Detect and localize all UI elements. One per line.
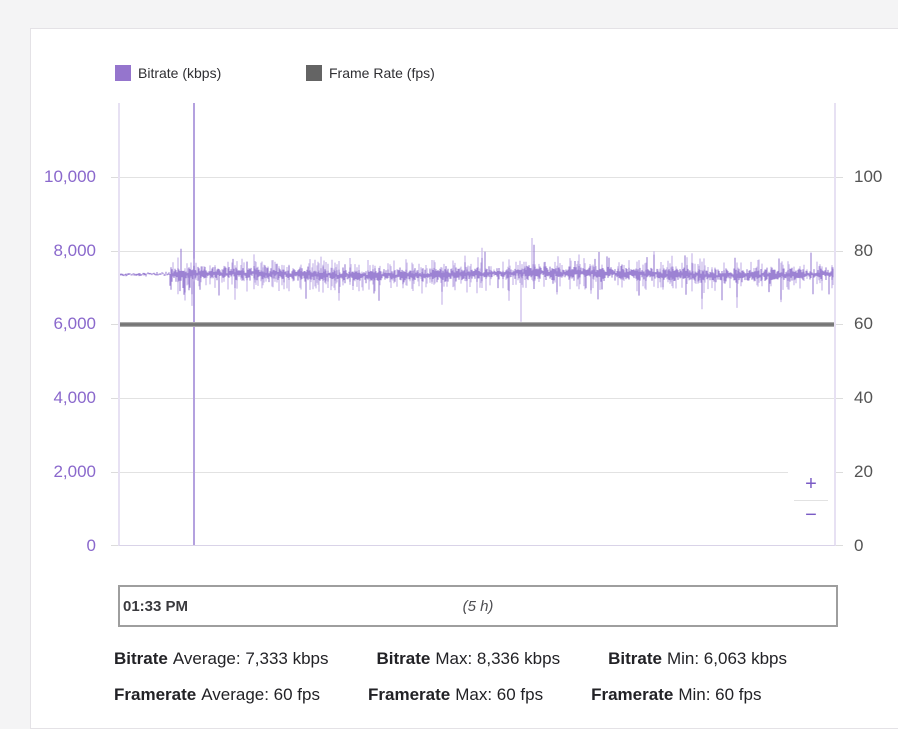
tick-mark — [111, 398, 118, 399]
framerate-line — [120, 321, 834, 327]
y-left-tick-4000: 4,000 — [53, 388, 96, 407]
gridline — [120, 251, 834, 252]
framerate-min-stat: Framerate Min: 60 fps — [591, 685, 762, 704]
tick-mark — [111, 177, 118, 178]
tick-mark — [111, 545, 118, 546]
y-right-tick-60: 60 — [854, 314, 873, 333]
y-left-tick-6000: 6,000 — [53, 314, 96, 333]
y-right-tick-80: 80 — [854, 241, 873, 260]
gridline — [120, 398, 834, 399]
zoom-in-button[interactable]: + — [805, 472, 817, 495]
bitrate-max-stat: Bitrate Max: 8,336 kbps — [376, 649, 561, 668]
bitrate-stats-row: Bitrate Average: 7,333 kbps Bitrate Max: 8… — [114, 649, 787, 669]
time-duration-label: (5 h) — [462, 597, 494, 615]
zoom-out-button[interactable]: − — [805, 504, 817, 527]
legend-label-framerate: Frame Rate (fps) — [329, 65, 435, 81]
framerate-average-stat: Framerate Average: 60 fps — [114, 685, 320, 704]
y-right-tick-0: 0 — [854, 536, 864, 555]
tick-mark — [836, 324, 843, 325]
y-right-tick-40: 40 — [854, 388, 873, 407]
bitrate-min-stat: Bitrate Min: 6,063 kbps — [608, 649, 787, 668]
time-range-scrubber[interactable]: 01:33 PM (5 h) — [118, 585, 838, 627]
legend-label-bitrate: Bitrate (kbps) — [138, 65, 222, 81]
gridline — [120, 177, 834, 178]
legend-item-framerate[interactable]: Frame Rate (fps) — [306, 65, 435, 81]
tick-mark — [836, 545, 843, 546]
bitrate-average-stat: Bitrate Average: 7,333 kbps — [114, 649, 329, 668]
framerate-swatch-icon — [306, 65, 322, 81]
y-left-tick-10000: 10,000 — [44, 167, 96, 186]
bitrate-series-chart — [120, 238, 834, 322]
tick-mark — [836, 472, 843, 473]
y-left-tick-8000: 8,000 — [53, 241, 96, 260]
tick-mark — [111, 324, 118, 325]
bitrate-swatch-icon — [115, 65, 131, 81]
tick-mark — [836, 398, 843, 399]
time-start-label: 01:33 PM — [123, 597, 189, 615]
legend-item-bitrate[interactable]: Bitrate (kbps) — [115, 65, 221, 81]
tick-mark — [836, 177, 843, 178]
tick-mark — [111, 251, 118, 252]
stats-card: Bitrate (kbps) Frame Rate (fps) 10,000 8… — [30, 28, 898, 729]
zoom-divider — [794, 499, 828, 501]
framerate-stats-row: Framerate Average: 60 fps Framerate Max: 6… — [114, 685, 761, 705]
y-right-tick-100: 100 — [854, 167, 883, 186]
framerate-max-stat: Framerate Max: 60 fps — [368, 685, 544, 704]
y-left-tick-0: 0 — [86, 536, 96, 555]
tick-mark — [111, 472, 118, 473]
y-left-tick-2000: 2,000 — [53, 462, 96, 481]
chart-plot-area[interactable]: + − — [118, 103, 836, 546]
bitrate-series-path — [120, 244, 834, 301]
gridline — [120, 472, 834, 473]
y-right-tick-20: 20 — [854, 462, 873, 481]
tick-mark — [836, 251, 843, 252]
zoom-control: + − — [788, 469, 834, 531]
